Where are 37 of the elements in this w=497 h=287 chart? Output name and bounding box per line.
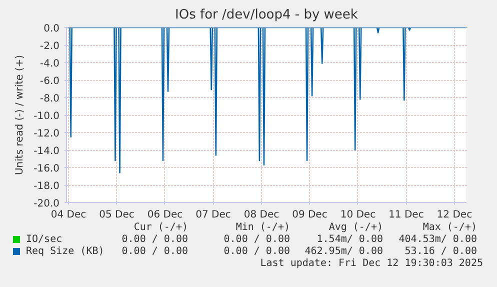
y-tick-label: -8.0 [40,94,60,104]
text: Max (-/+) [422,221,477,234]
x-tick-label: 06 Dec [147,210,183,220]
y-tick-label: -14.0 [34,146,60,157]
y-tick-label: -4.0 [40,58,60,70]
x-tick-label: 04 Dec [50,210,86,220]
y-tick-label: -10.0 [34,111,60,122]
x-tick-label: 12 Dec [436,210,472,220]
text: 0.00 / 0.00 [224,233,290,246]
text: Cur (-/+) [134,221,188,234]
x-tick-label: 08 Dec [244,210,280,220]
x-tick-label: 11 Dec [388,210,424,220]
legend-label: Req Size (KB) [26,245,104,259]
text: 0.00 / 0.00 [122,245,188,259]
text: Avg (-/+) [328,221,383,234]
y-tick-label: -20.0 [34,198,60,210]
y-tick-label: 0.0 [44,24,60,34]
legend-label: IO/sec [26,233,62,246]
y-tick-label: -16.0 [34,164,60,174]
y-axis-title: Units read (-) / write (+) [14,54,26,176]
x-tick-label: 05 Dec [99,210,134,220]
y-tick-label: -12.0 [34,128,60,140]
x-tick-label: 07 Dec [196,210,231,220]
text: 53.16 / 0.00 [404,245,477,258]
text: 404.53m/ 0.00 [398,233,477,246]
text: 1.54m/ 0.00 [316,233,383,246]
text: Last update: Fri Dec 12 19:30:03 2025 [260,257,483,271]
y-tick-label: -18.0 [34,181,60,192]
y-tick-label: -6.0 [40,76,60,87]
chart-title: IOs for /dev/loop4 - by week [175,8,358,22]
x-tick-label: 09 Dec [292,210,328,220]
text: Min (-/+) [236,221,290,234]
text: 0.00 / 0.00 [122,233,188,246]
y-tick-label: -2.0 [40,41,60,52]
text: 0.00 / 0.00 [224,245,290,258]
text: 462.95m/ 0.00 [304,245,383,258]
x-tick-label: 10 Dec [340,210,376,220]
